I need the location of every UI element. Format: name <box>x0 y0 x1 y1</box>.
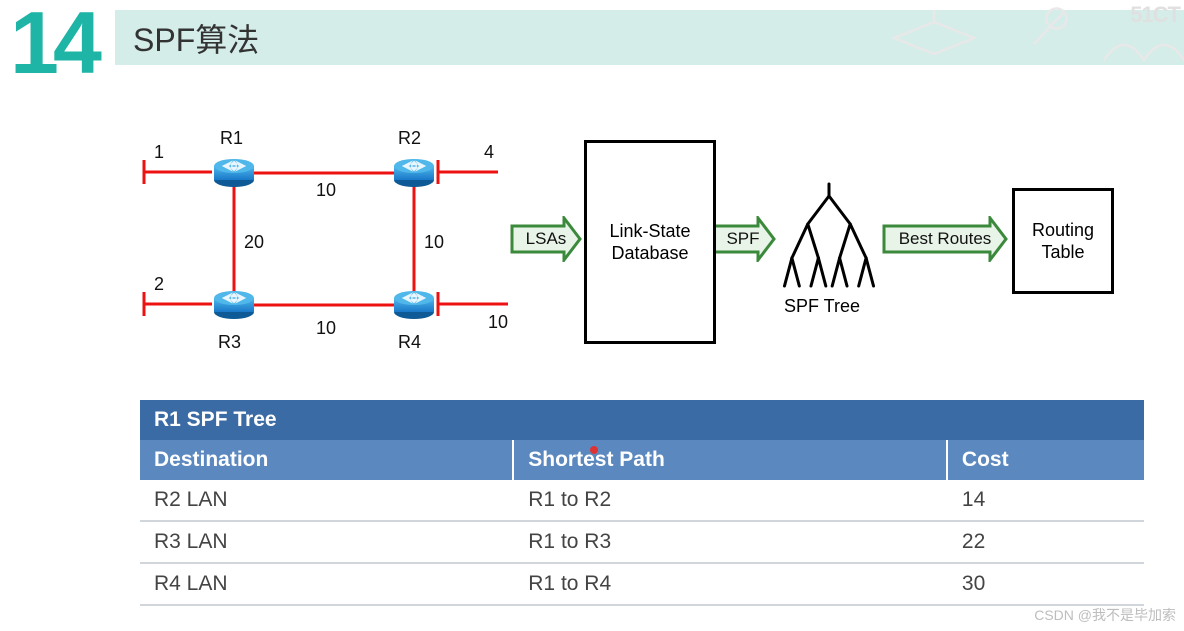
router-r3 <box>212 290 256 320</box>
watermark-top-right: 51CT <box>1130 2 1180 28</box>
slide-header: 14 SPF算法 51CT <box>0 0 1184 74</box>
spf-tree-icon <box>776 180 882 295</box>
table-cell: 30 <box>947 563 1144 605</box>
link-cost: 20 <box>244 232 264 253</box>
table-cell: R3 LAN <box>140 521 513 563</box>
table-row: R2 LANR1 to R214 <box>140 480 1144 521</box>
table-column-header: Shortest Path <box>513 440 947 480</box>
table-cell: R1 to R3 <box>513 521 947 563</box>
flow-arrow: LSAs <box>510 216 582 262</box>
flow-box: RoutingTable <box>1012 188 1114 294</box>
table-cell: 14 <box>947 480 1144 521</box>
topology-links <box>140 120 540 360</box>
router-r2 <box>392 158 436 188</box>
arrow-label: SPF <box>710 229 776 249</box>
stub-cost: 1 <box>154 142 164 163</box>
stub-cost: 4 <box>484 142 494 163</box>
router-r1 <box>212 158 256 188</box>
flow-arrow: SPF <box>710 216 776 262</box>
table-row: R4 LANR1 to R430 <box>140 563 1144 605</box>
link-cost: 10 <box>316 180 336 201</box>
pointer-marker <box>590 446 598 454</box>
flow-box: Link-StateDatabase <box>584 140 716 344</box>
stub-cost: 2 <box>154 274 164 295</box>
table-column-header: Destination <box>140 440 513 480</box>
table-cell: R2 LAN <box>140 480 513 521</box>
slide-number: 14 <box>10 0 96 94</box>
link-cost: 10 <box>316 318 336 339</box>
router-label: R4 <box>398 332 421 353</box>
arrow-label: Best Routes <box>882 229 1008 249</box>
table-title: R1 SPF Tree <box>140 400 1144 440</box>
router-label: R2 <box>398 128 421 149</box>
stub-cost: 10 <box>488 312 508 333</box>
slide-title: SPF算法 <box>133 15 259 61</box>
table-column-header: Cost <box>947 440 1144 480</box>
link-cost: 10 <box>424 232 444 253</box>
table-cell: R1 to R4 <box>513 563 947 605</box>
router-r4 <box>392 290 436 320</box>
spf-table-wrap: R1 SPF Tree DestinationShortest PathCost… <box>140 400 1144 606</box>
diagram-area: R1 1 R2 4 R3 2 R4 10 10 20 10 10 LSAs SPF Best Ro… <box>140 120 1110 370</box>
router-label: R3 <box>218 332 241 353</box>
csdn-watermark: CSDN @我不是毕加索 <box>1034 605 1176 625</box>
table-cell: 22 <box>947 521 1144 563</box>
arrow-label: LSAs <box>510 229 582 249</box>
spf-tree-label: SPF Tree <box>784 296 860 317</box>
flow-arrow: Best Routes <box>882 216 1008 262</box>
table-cell: R4 LAN <box>140 563 513 605</box>
spf-tree-table: R1 SPF Tree DestinationShortest PathCost… <box>140 400 1144 606</box>
table-cell: R1 to R2 <box>513 480 947 521</box>
router-label: R1 <box>220 128 243 149</box>
table-row: R3 LANR1 to R322 <box>140 521 1144 563</box>
